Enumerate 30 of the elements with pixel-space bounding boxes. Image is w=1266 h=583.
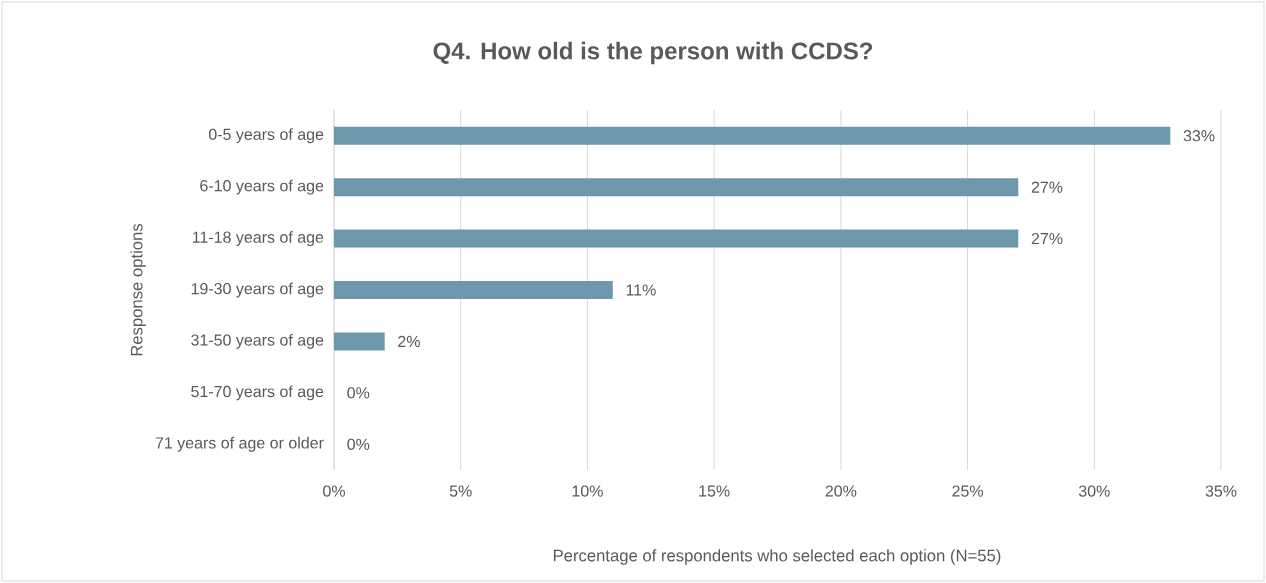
x-tick-label: 30% xyxy=(1078,485,1110,497)
bar xyxy=(334,126,1171,145)
x-tick-label: 25% xyxy=(952,485,984,497)
data-label: 11% xyxy=(626,284,656,296)
y-tick-label: 11-18 years of age xyxy=(192,231,324,247)
y-tick-label: 0-5 years of age xyxy=(208,128,324,144)
y-tick-label: 71 years of age or older xyxy=(155,436,324,452)
data-label: 0% xyxy=(347,387,370,399)
bar xyxy=(334,332,385,351)
y-tick-label: 51-70 years of age xyxy=(191,385,324,401)
x-tick-label: 15% xyxy=(699,485,730,497)
bar xyxy=(334,178,1019,197)
y-tick-label: 31-50 years of age xyxy=(191,333,324,349)
x-tick-label: 35% xyxy=(1205,485,1237,497)
data-label: 0% xyxy=(347,438,370,450)
y-tick-label: 19-30 years of age xyxy=(191,282,324,298)
data-label: 2% xyxy=(398,335,420,348)
data-label: 27% xyxy=(1031,232,1063,245)
chart-title: Q4. How old is the person with CCDS? xyxy=(433,41,873,65)
x-tick-label: 5% xyxy=(449,485,472,497)
x-tick-label: 0% xyxy=(323,485,345,497)
x-tick-label: 10% xyxy=(572,485,603,497)
y-axis-title: Response options xyxy=(130,223,146,356)
x-tick-label: 20% xyxy=(825,485,857,497)
data-label: 33% xyxy=(1183,130,1215,142)
bar xyxy=(334,229,1019,248)
bar xyxy=(334,281,613,300)
y-tick-label: 6-10 years of age xyxy=(200,179,324,195)
x-axis-title: Percentage of respondents who selected each option (N=55) xyxy=(553,549,1001,565)
data-label: 27% xyxy=(1031,181,1063,193)
